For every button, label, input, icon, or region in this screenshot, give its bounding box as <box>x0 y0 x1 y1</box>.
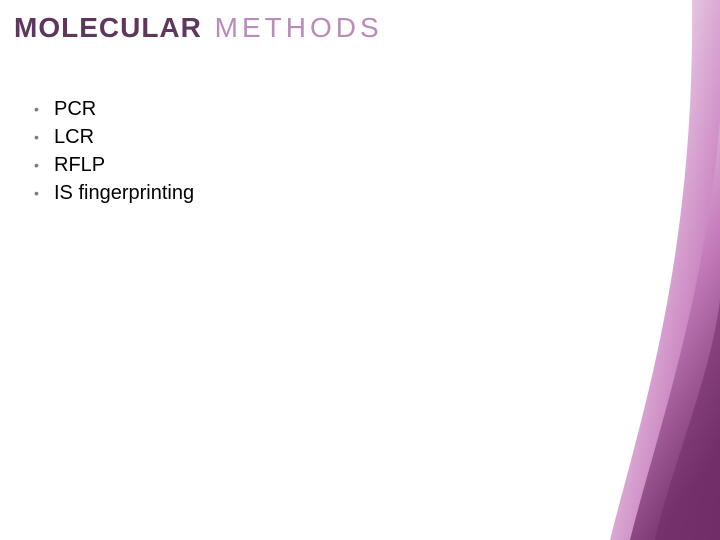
bullet-text: PCR <box>54 96 96 122</box>
accent-svg <box>600 0 720 540</box>
bullet-icon: • <box>32 96 54 122</box>
bullet-list: • PCR • LCR • RFLP • IS fingerprinting <box>32 96 194 208</box>
bullet-text: IS fingerprinting <box>54 180 194 206</box>
side-accent-graphic <box>600 0 720 540</box>
list-item: • PCR <box>32 96 194 122</box>
title-word-1: MOLECULAR <box>14 12 202 43</box>
slide: MOLECULAR METHODS • PCR • LCR • RFLP • I… <box>0 0 720 540</box>
list-item: • RFLP <box>32 152 194 178</box>
bullet-icon: • <box>32 124 54 150</box>
slide-title: MOLECULAR METHODS <box>14 12 383 44</box>
bullet-text: LCR <box>54 124 94 150</box>
title-word-2: METHODS <box>215 12 383 43</box>
list-item: • IS fingerprinting <box>32 180 194 206</box>
bullet-text: RFLP <box>54 152 105 178</box>
bullet-icon: • <box>32 152 54 178</box>
bullet-icon: • <box>32 180 54 206</box>
list-item: • LCR <box>32 124 194 150</box>
